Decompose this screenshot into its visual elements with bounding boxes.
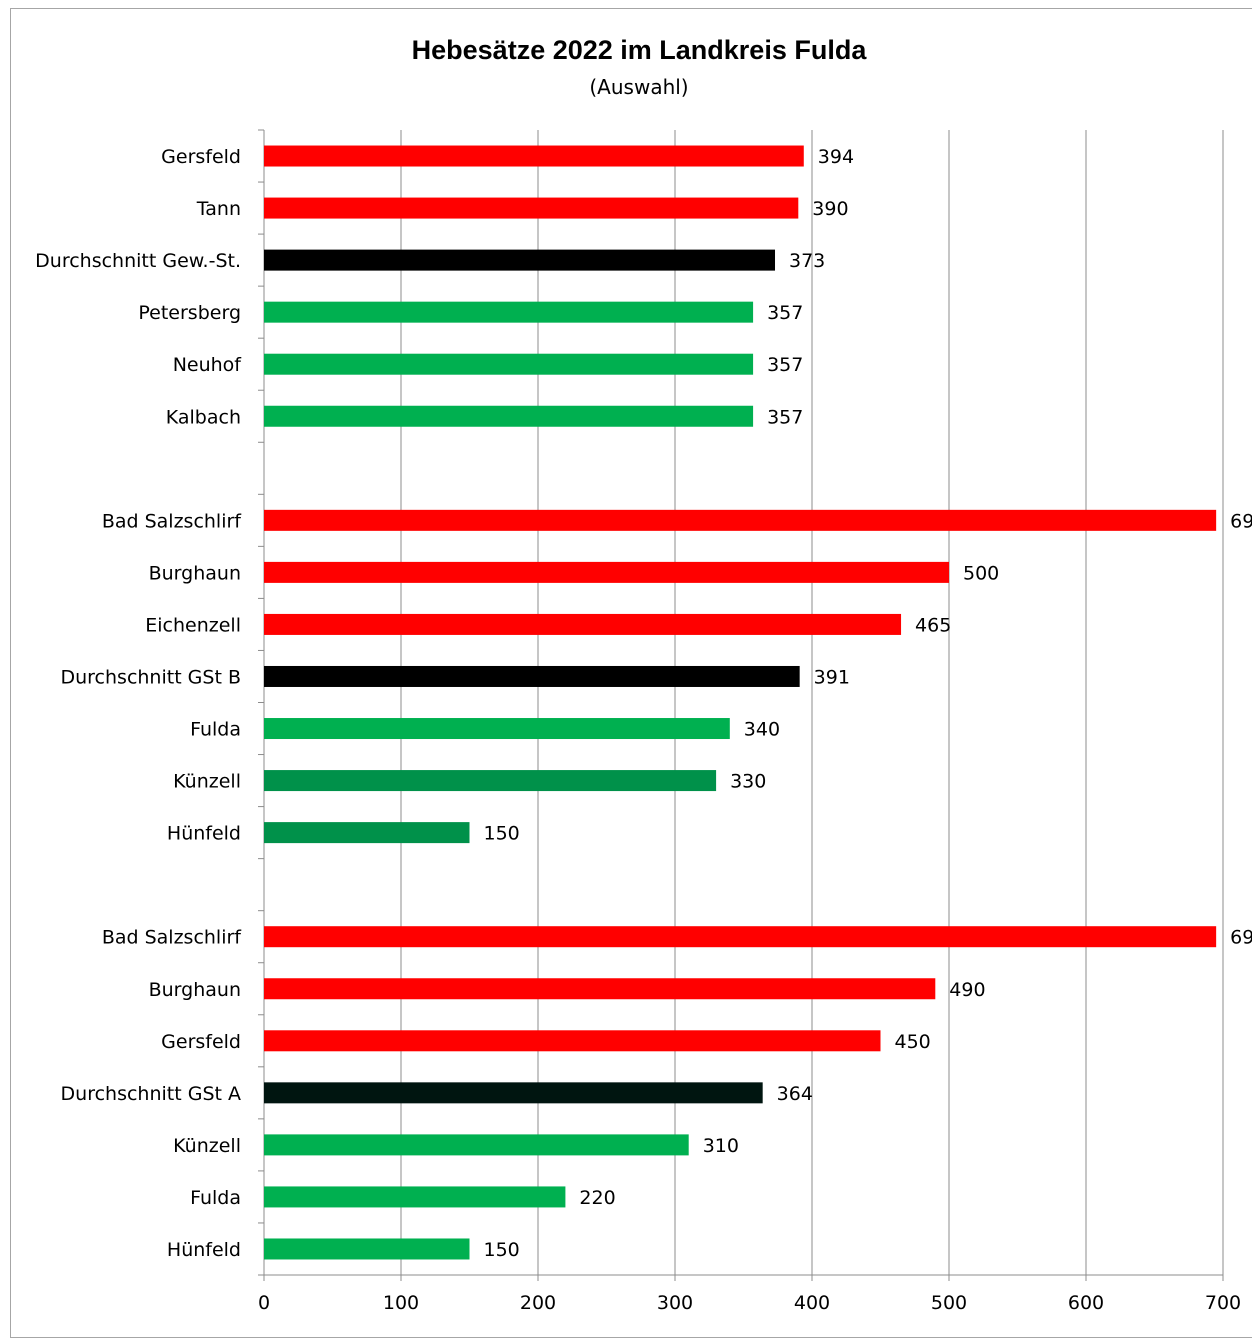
value-label: 490 — [949, 979, 985, 1001]
chart-title: Hebesätze 2022 im Landkreis Fulda — [412, 35, 868, 65]
chart-subtitle: (Auswahl) — [589, 75, 688, 99]
category-label: Bad Salzschlirf — [102, 510, 242, 532]
bars — [264, 145, 1217, 1260]
category-label: Eichenzell — [145, 614, 241, 636]
value-label: 357 — [767, 406, 803, 428]
category-label: Fulda — [190, 1187, 241, 1209]
value-label: 695 — [1230, 510, 1252, 532]
category-label: Kalbach — [166, 406, 241, 428]
category-label: Burghaun — [149, 979, 241, 1001]
category-label: Petersberg — [138, 302, 241, 324]
bar — [264, 301, 754, 323]
x-tick-label: 200 — [520, 1292, 556, 1314]
x-tick-label: 400 — [794, 1292, 830, 1314]
category-label: Hünfeld — [167, 1239, 241, 1261]
bar — [264, 1238, 470, 1260]
bar — [264, 1186, 566, 1208]
bar — [264, 1082, 763, 1104]
x-tick-label: 300 — [657, 1292, 693, 1314]
x-tick-label: 500 — [931, 1292, 967, 1314]
bar — [264, 1134, 689, 1156]
value-label: 465 — [915, 614, 951, 636]
x-tick-label: 600 — [1068, 1292, 1104, 1314]
category-label: Künzell — [173, 771, 241, 793]
bar — [264, 613, 902, 635]
value-label: 364 — [777, 1083, 813, 1105]
category-label: Bad Salzschlirf — [102, 927, 242, 949]
bar — [264, 197, 799, 219]
x-tick-label: 100 — [383, 1292, 419, 1314]
bar — [264, 561, 949, 583]
x-tick-label: 700 — [1205, 1292, 1241, 1314]
bar — [264, 353, 754, 375]
value-label: 373 — [789, 250, 825, 272]
value-label: 391 — [814, 666, 850, 688]
value-label: 695 — [1230, 927, 1252, 949]
bar — [264, 822, 470, 844]
value-label: 220 — [579, 1187, 615, 1209]
category-label: Neuhof — [173, 354, 243, 376]
bar — [264, 770, 717, 792]
value-label: 500 — [963, 562, 999, 584]
bar — [264, 926, 1217, 948]
value-label: 150 — [484, 823, 520, 845]
labels: Gersfeld 394 Tann 390 Durchschnitt Gew.-St. 3… — [35, 146, 1252, 1261]
bar — [264, 1030, 881, 1052]
category-label: Durchschnitt Gew.-St. — [35, 250, 241, 272]
bar — [264, 665, 800, 687]
category-label: Gersfeld — [161, 146, 241, 168]
category-label: Durchschnitt GSt A — [61, 1083, 241, 1105]
value-label: 450 — [895, 1031, 931, 1053]
bar — [264, 718, 730, 740]
value-label: 357 — [767, 354, 803, 376]
category-label: Hünfeld — [167, 823, 241, 845]
value-label: 150 — [484, 1239, 520, 1261]
bar — [264, 249, 776, 271]
value-label: 390 — [812, 198, 848, 220]
category-label: Durchschnitt GSt B — [60, 666, 241, 688]
category-label: Tann — [196, 198, 241, 220]
value-label: 340 — [744, 719, 780, 741]
category-label: Gersfeld — [161, 1031, 241, 1053]
value-label: 310 — [703, 1135, 739, 1157]
value-label: 330 — [730, 771, 766, 793]
x-tick-label: 0 — [258, 1292, 270, 1314]
bar — [264, 978, 936, 1000]
bar — [264, 405, 754, 427]
category-label: Künzell — [173, 1135, 241, 1157]
bar — [264, 145, 804, 167]
value-label: 357 — [767, 302, 803, 324]
category-label: Burghaun — [149, 562, 241, 584]
category-label: Fulda — [190, 719, 241, 741]
bar — [264, 509, 1217, 531]
value-label: 394 — [818, 146, 854, 168]
